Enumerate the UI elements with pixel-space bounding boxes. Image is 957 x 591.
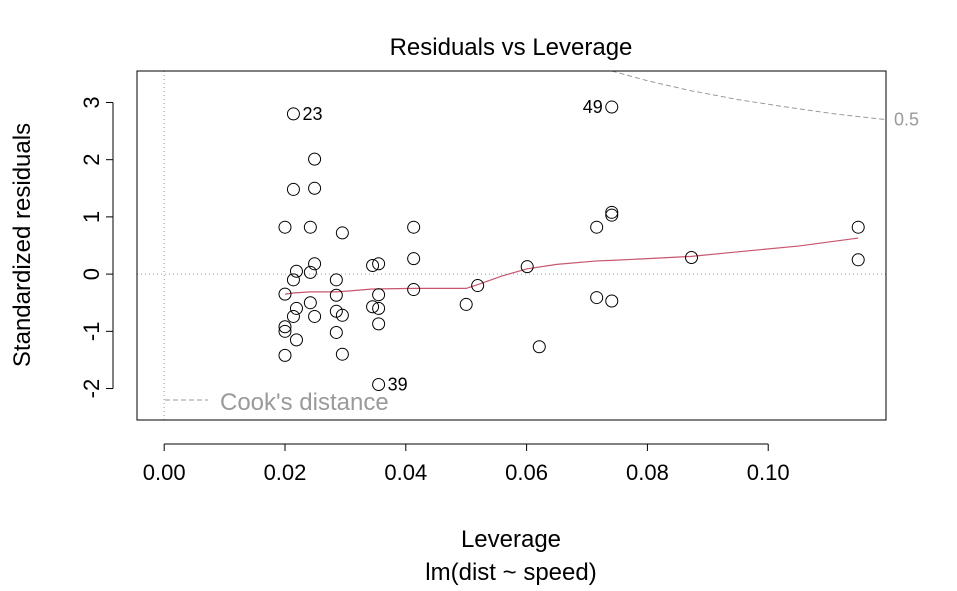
data-point bbox=[372, 317, 386, 331]
model-sublabel: lm(dist ~ speed) bbox=[425, 559, 596, 586]
data-point bbox=[372, 378, 386, 392]
plot-frame bbox=[136, 70, 887, 421]
data-point bbox=[303, 220, 317, 234]
y-tick-label: 2 bbox=[79, 154, 104, 166]
data-point bbox=[329, 325, 343, 339]
x-tick-label: 0.02 bbox=[264, 460, 307, 485]
point-labels: 23 49 39 bbox=[302, 97, 602, 394]
data-point bbox=[407, 220, 421, 234]
legend-label: Cook's distance bbox=[220, 389, 389, 416]
x-tick-label: 0.10 bbox=[747, 460, 790, 485]
legend: Cook's distance bbox=[165, 389, 389, 416]
data-point bbox=[605, 294, 619, 308]
data-point bbox=[372, 257, 386, 271]
data-point bbox=[286, 107, 300, 121]
x-axis: 0.00 0.02 0.04 0.06 0.08 0.10 bbox=[143, 443, 790, 485]
data-point bbox=[308, 309, 322, 323]
x-tick-label: 0.06 bbox=[505, 460, 548, 485]
data-point bbox=[590, 291, 604, 305]
data-point bbox=[329, 288, 343, 302]
data-point bbox=[605, 205, 619, 219]
data-point bbox=[366, 300, 380, 314]
data-point bbox=[459, 297, 473, 311]
y-axis-label: Standardized residuals bbox=[9, 123, 36, 367]
data-point bbox=[407, 283, 421, 297]
reference-lines bbox=[137, 71, 886, 420]
data-point bbox=[372, 301, 386, 315]
data-point bbox=[532, 340, 546, 354]
data-point bbox=[335, 347, 349, 361]
data-point bbox=[851, 253, 865, 267]
smoother-line bbox=[284, 237, 859, 295]
cooks-contour-level-label: 0.5 bbox=[894, 110, 919, 130]
y-tick-label: 0 bbox=[79, 268, 104, 280]
data-point bbox=[308, 257, 322, 271]
data-point bbox=[278, 287, 292, 301]
data-point bbox=[605, 208, 619, 222]
data-point bbox=[520, 260, 534, 274]
y-axis: -2 -1 0 1 2 3 bbox=[79, 96, 114, 399]
point-label: 49 bbox=[583, 97, 603, 117]
data-point bbox=[590, 220, 604, 234]
data-point bbox=[471, 279, 485, 293]
data-point bbox=[335, 226, 349, 240]
data-point bbox=[605, 100, 619, 114]
data-point bbox=[308, 152, 322, 166]
y-tick-label: -2 bbox=[79, 379, 104, 399]
data-point bbox=[289, 333, 303, 347]
point-label: 39 bbox=[388, 375, 408, 395]
y-tick-label: 3 bbox=[79, 96, 104, 108]
data-point bbox=[286, 182, 300, 196]
data-point bbox=[335, 308, 349, 322]
data-point bbox=[308, 181, 322, 195]
chart-title: Residuals vs Leverage bbox=[390, 34, 633, 61]
data-point bbox=[303, 265, 317, 279]
data-point bbox=[303, 296, 317, 310]
x-tick-label: 0.00 bbox=[143, 460, 186, 485]
data-points bbox=[278, 100, 865, 392]
y-tick-label: -1 bbox=[79, 322, 104, 342]
y-tick-label: 1 bbox=[79, 211, 104, 223]
data-point bbox=[329, 273, 343, 287]
x-tick-label: 0.04 bbox=[384, 460, 427, 485]
data-point bbox=[851, 220, 865, 234]
data-point bbox=[407, 252, 421, 266]
data-point bbox=[289, 264, 303, 278]
data-point bbox=[278, 324, 292, 338]
x-tick-label: 0.08 bbox=[626, 460, 669, 485]
data-point bbox=[278, 320, 292, 334]
data-point bbox=[366, 259, 380, 273]
data-point bbox=[372, 288, 386, 302]
point-label: 23 bbox=[302, 104, 322, 124]
data-point bbox=[685, 251, 699, 265]
x-axis-label: Leverage bbox=[461, 526, 561, 553]
data-point bbox=[278, 348, 292, 362]
data-point bbox=[289, 301, 303, 315]
data-point bbox=[278, 220, 292, 234]
data-point bbox=[286, 273, 300, 287]
cooks-distance-contour bbox=[611, 70, 887, 121]
data-point bbox=[286, 309, 300, 323]
